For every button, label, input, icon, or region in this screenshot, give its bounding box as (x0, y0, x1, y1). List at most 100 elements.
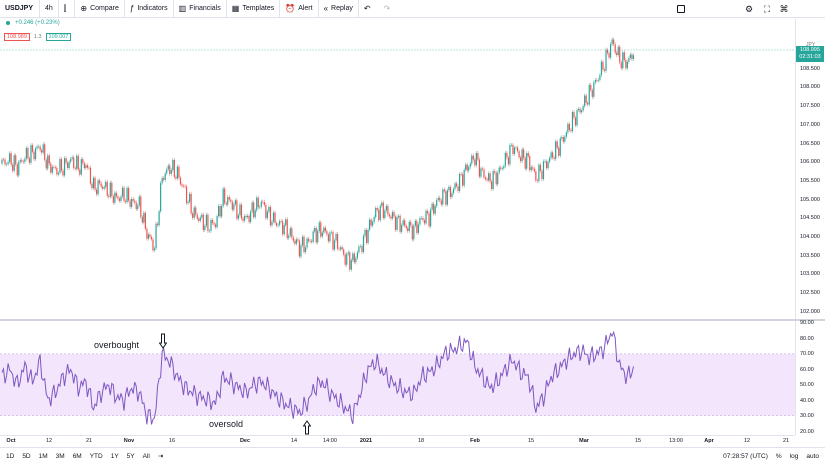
settings-button[interactable]: ⚙ (742, 0, 756, 18)
price-scale-label: 106.000 (800, 159, 820, 166)
candle (469, 163, 471, 168)
candle (205, 214, 207, 226)
candle (36, 146, 38, 149)
candle (42, 144, 44, 153)
candle (253, 202, 255, 218)
candle (307, 238, 310, 242)
auto-toggle[interactable]: auto (806, 453, 819, 460)
replay-button[interactable]: «Replay (319, 0, 359, 18)
candle (591, 90, 593, 97)
snapshot-button[interactable]: ⌘ (777, 0, 791, 18)
undo-button[interactable]: ↶ (359, 0, 379, 18)
candle (181, 184, 183, 186)
price-chart[interactable] (0, 19, 795, 319)
candle (431, 203, 433, 210)
range-all[interactable]: All (142, 452, 150, 460)
time-axis-label: Oct (6, 438, 16, 444)
candle (74, 167, 76, 169)
candle (341, 247, 343, 250)
candle (300, 245, 302, 257)
symbol-search[interactable]: USDJPY (0, 0, 40, 18)
candle (539, 164, 542, 171)
candle (286, 219, 288, 239)
ask-price[interactable]: 109.007 (45, 33, 72, 41)
clock[interactable]: 07:28:57 (UTC) (723, 453, 768, 460)
range-1y[interactable]: 1Y (110, 452, 119, 460)
fullscreen-button[interactable]: ⛶ (760, 0, 774, 18)
range-ytd[interactable]: YTD (89, 452, 103, 460)
range-1d[interactable]: 1D (6, 452, 15, 460)
candle (63, 158, 66, 176)
candle (368, 219, 371, 230)
candle (282, 221, 284, 235)
candle (573, 112, 575, 118)
range-1m[interactable]: 1M (38, 452, 48, 460)
candle (53, 166, 55, 168)
candle (349, 252, 351, 270)
layout-button[interactable] (674, 0, 688, 18)
symbol-label: USDJPY (5, 5, 34, 12)
plus-circle-icon: ⊕ (80, 4, 88, 13)
candle (513, 147, 516, 155)
interval-button[interactable]: 4h (40, 0, 59, 18)
time-axis-label: 15 (527, 438, 535, 444)
compare-button[interactable]: ⊕ Compare (75, 0, 125, 18)
candle (503, 166, 505, 169)
candle (211, 219, 214, 224)
down-arrow-icon (159, 333, 167, 349)
price-scale[interactable]: 109.000108.500108.000107.500107.000106.5… (795, 19, 825, 319)
pane-divider[interactable] (0, 319, 825, 321)
candle (140, 196, 142, 217)
candle (108, 195, 110, 197)
candle (367, 229, 369, 243)
candle (350, 260, 352, 270)
indicators-button[interactable]: ƒ Indicators (125, 0, 174, 18)
candle (295, 239, 297, 244)
candle (620, 62, 622, 69)
candle (152, 239, 154, 251)
time-axis-label: 14:00 (323, 438, 337, 444)
candle (393, 212, 395, 217)
rsi-scale[interactable]: 90.00 80.00 70.00 60.00 50.00 40.00 30.00 20.00 (795, 320, 825, 435)
candle (333, 240, 336, 250)
candle (19, 160, 21, 162)
rsi-chart[interactable] (0, 321, 795, 435)
candle (124, 200, 127, 203)
range-5y[interactable]: 5Y (126, 452, 135, 460)
candle (486, 179, 488, 181)
range-3m[interactable]: 3M (55, 452, 65, 460)
range-5d[interactable]: 5D (22, 452, 31, 460)
candle-style-button[interactable]: ⫿ (59, 0, 76, 18)
time-axis-label: 16 (168, 438, 176, 444)
candle (365, 229, 368, 243)
alert-button[interactable]: ⏰ Alert (280, 0, 319, 18)
redo-button[interactable]: ↷ (379, 0, 399, 18)
candle (41, 150, 43, 153)
candle (574, 117, 577, 126)
candle (603, 69, 606, 71)
candle (614, 44, 616, 53)
overbought-label: overbought (94, 340, 140, 350)
rsi-scale-label: 70.00 (800, 351, 814, 357)
candle (260, 201, 262, 207)
date-range-picker-icon[interactable]: ⇥ (157, 453, 164, 460)
range-6m[interactable]: 6M (72, 452, 82, 460)
candle (132, 198, 134, 201)
candle (420, 218, 423, 219)
time-axis[interactable]: Oct 12 21 Nov 16 Dec 14 14:00 2021 18 Feb 15 Mar 15 13… (0, 435, 795, 446)
candle (12, 164, 14, 171)
candle (179, 177, 182, 185)
candle (123, 187, 125, 201)
log-toggle[interactable]: log (789, 453, 799, 460)
candle (172, 159, 174, 171)
rsi-scale-label: 80.00 (800, 335, 814, 342)
bid-price[interactable]: 108.989 (4, 33, 30, 41)
candle (114, 192, 116, 203)
candle (318, 222, 320, 232)
financials-button[interactable]: ▥ Financials (174, 0, 227, 18)
templates-button[interactable]: ▦ Templates (227, 0, 281, 18)
percent-toggle[interactable]: % (775, 453, 782, 460)
candle (532, 167, 534, 169)
candle (275, 222, 278, 226)
candle (401, 224, 403, 232)
